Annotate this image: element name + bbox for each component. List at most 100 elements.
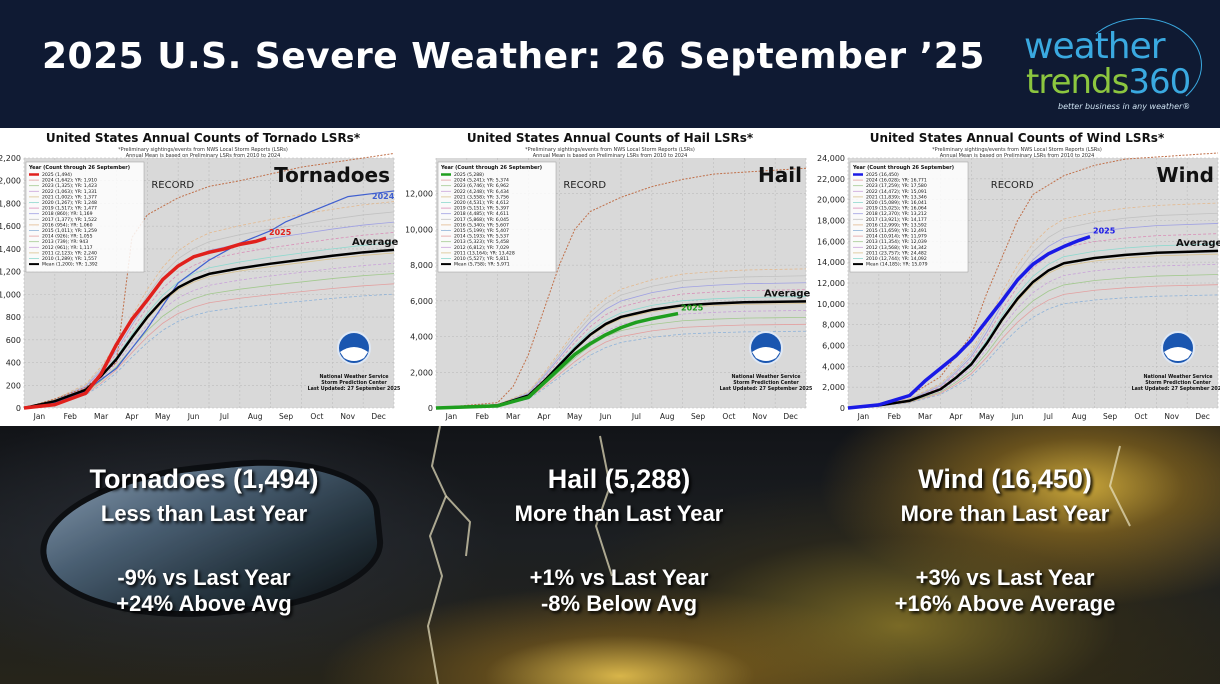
hail-xtick-label: Jun: [599, 412, 612, 421]
logo-tagline: better business in any weather®: [1058, 102, 1191, 111]
tornado-record-line: [23, 152, 395, 409]
wind-xtick-label: Jan: [857, 412, 870, 421]
hail-xtick-label: May: [567, 412, 583, 421]
tornado-xtick-label: Aug: [248, 412, 263, 421]
tornado-legend-entry: 2012 (961); YR: 1,117: [42, 245, 93, 251]
tornado-ytick-label: 2,200: [0, 154, 21, 163]
tornado-heading: Tornadoes (1,494): [89, 464, 319, 494]
tornado-ytick-label: 1,600: [0, 222, 21, 231]
wind-legend-entry: 2020 (15,089); YR: 16,041: [866, 200, 927, 206]
tornado-xtick-label: Apr: [125, 412, 139, 421]
wind-legend-entry: 2018 (12,370); YR: 13,212: [866, 211, 927, 217]
wind-xtick-label: Apr: [949, 412, 963, 421]
wind-year-line: [847, 202, 1219, 409]
wind-heading: Wind (16,450): [918, 464, 1092, 494]
tornado-legend-entry: 2018 (860); YR: 1,169: [42, 211, 93, 217]
wind-chart-title: United States Annual Counts of Wind LSRs…: [870, 131, 1165, 145]
tornado-xtick-label: Feb: [64, 412, 78, 421]
tornado-xtick-label: Jun: [187, 412, 200, 421]
hail-2025-label: 2025: [681, 304, 704, 313]
hail-legend-title: Year (Count through 26 September): [440, 165, 542, 171]
logo-text-weather: weather: [1024, 26, 1166, 67]
tornado-legend-entry: 2022 (1,063); YR: 1,331: [42, 189, 97, 195]
wind-ytick-label: 8,000: [822, 321, 845, 330]
charts-panel: United States Annual Counts of Tornado L…: [0, 128, 1220, 426]
hail-legend-entry: 2013 (5,323); YR: 5,458: [454, 239, 509, 245]
hail-ytick-label: 10,000: [406, 225, 433, 234]
hail-xtick-label: Mar: [506, 412, 521, 421]
tornado-xtick-label: Sep: [279, 412, 293, 421]
tornado-ytick-label: 1,000: [0, 290, 21, 299]
wind-xtick-label: Feb: [888, 412, 902, 421]
hail-legend-entry: 2019 (5,151); YR: 5,397: [454, 206, 509, 212]
wind-legend-entry: 2013 (11,354); YR: 12,039: [866, 239, 927, 245]
hail-xtick-label: Feb: [476, 412, 490, 421]
tornado-ytick-label: 400: [6, 359, 21, 368]
logo-text-trends: trends360: [1026, 62, 1191, 102]
hail-legend-entry: 2015 (5,199); YR: 5,407: [454, 228, 509, 234]
tornado-legend-entry: 2013 (739); YR: 943: [42, 239, 88, 245]
hail-chart-svg: United States Annual Counts of Hail LSRs…: [406, 131, 813, 421]
tornado-year-line: [23, 273, 395, 409]
tornado-record-label: RECORD: [151, 180, 194, 191]
tornado-legend-entry: 2010 (1,289); YR: 1,557: [42, 256, 97, 262]
tornado-legend-entry: 2021 (1,002); YR: 1,377: [42, 194, 97, 200]
lightning-icon: [426, 426, 1131, 684]
wind-2025-label: 2025: [1093, 227, 1116, 236]
wind-legend-entry: 2022 (14,472); YR: 15,091: [866, 189, 927, 195]
wind-ytick-label: 18,000: [817, 217, 845, 226]
hail-legend-entry: Mean (5,758); YR: 5,971: [454, 262, 510, 268]
wind-legend-entry: 2016 (12,999); YR: 13,592: [866, 222, 927, 228]
tornado-2025-label: 2025: [269, 228, 292, 237]
wind-footer-text: Storm Prediction Center: [1145, 380, 1211, 386]
wind-xtick-label: Nov: [1164, 412, 1179, 421]
hail-vs-avg: -8% Below Avg: [540, 591, 698, 616]
tornado-chart-subtitle-1: *Preliminary sightings/events from NWS L…: [118, 147, 288, 153]
hail-sub: More than Last Year: [514, 501, 724, 526]
wind-year-line: [847, 263, 1219, 409]
wind-ytick-label: 6,000: [822, 342, 845, 351]
hail-average-label: Average: [764, 288, 811, 299]
logo-ring-icon: [1080, 18, 1202, 112]
tornado-average-label: Average: [352, 237, 399, 248]
hail-2025-line: [435, 311, 679, 410]
hail-ytick-label: 4,000: [410, 333, 433, 342]
tornado-legend-entry: 2020 (1,267); YR: 1,248: [42, 200, 97, 206]
tornado-footer-text: National Weather Service: [320, 374, 390, 380]
wind-ytick-label: 24,000: [817, 154, 845, 163]
tornado-2024-label: 2024: [372, 192, 395, 201]
wind-year-line: [847, 294, 1219, 409]
tornado-xtick-label: Nov: [340, 412, 355, 421]
hail-xtick-label: Dec: [783, 412, 798, 421]
wind-ytick-label: 22,000: [817, 175, 845, 184]
hail-xtick-label: Oct: [722, 412, 735, 421]
tornado-2025-line: [23, 236, 267, 410]
tornado-legend-title: Year (Count through 26 September): [28, 165, 130, 171]
hail-legend-entry: 2016 (5,340); YR: 5,607: [454, 222, 509, 228]
hail-footer-text: Last Updated: 27 September 2025: [720, 386, 813, 392]
wind-legend-entry: 2012 (13,568); YR: 14,342: [866, 245, 927, 251]
hail-legend-box: [437, 161, 557, 273]
tornado-ytick-label: 800: [6, 313, 21, 322]
hail-record-line: [435, 167, 807, 409]
wind-legend-entry: 2019 (15,025); YR: 16,064: [866, 206, 927, 212]
tornado-footer-text: Last Updated: 27 September 2025: [308, 386, 401, 392]
wind-ytick-label: 14,000: [817, 258, 845, 267]
wind-record-label: RECORD: [991, 180, 1034, 191]
wind-legend-entry: 2023 (17,259); YR: 17,580: [866, 183, 927, 189]
wind-legend-entry: 2021 (11,839); YR: 13,346: [866, 194, 927, 200]
tornado-legend-entry: 2023 (1,325); YR: 1,423: [42, 183, 97, 189]
hail-stats: Hail (5,288) More than Last Year +1% vs …: [419, 464, 819, 617]
wind-chart-subtitle-1: *Preliminary sightings/events from NWS L…: [932, 147, 1102, 153]
header: 2025 U.S. Severe Weather: 26 September ’…: [0, 0, 1220, 128]
wind-ytick-label: 16,000: [817, 237, 845, 246]
wind-mean-line: [847, 249, 1219, 410]
wind-xtick-label: Aug: [1072, 412, 1087, 421]
hail-overlay-label: Hail: [758, 163, 802, 187]
tornado-ytick-label: 600: [6, 336, 21, 345]
tornado-year-line: [23, 293, 395, 409]
tornado-chart-svg: United States Annual Counts of Tornado L…: [0, 131, 401, 421]
wind-ytick-label: 10,000: [817, 300, 845, 309]
tornado-footer-text: Storm Prediction Center: [321, 380, 387, 386]
wind-legend-entry: Mean (14,185); YR: 15,079: [866, 262, 928, 268]
